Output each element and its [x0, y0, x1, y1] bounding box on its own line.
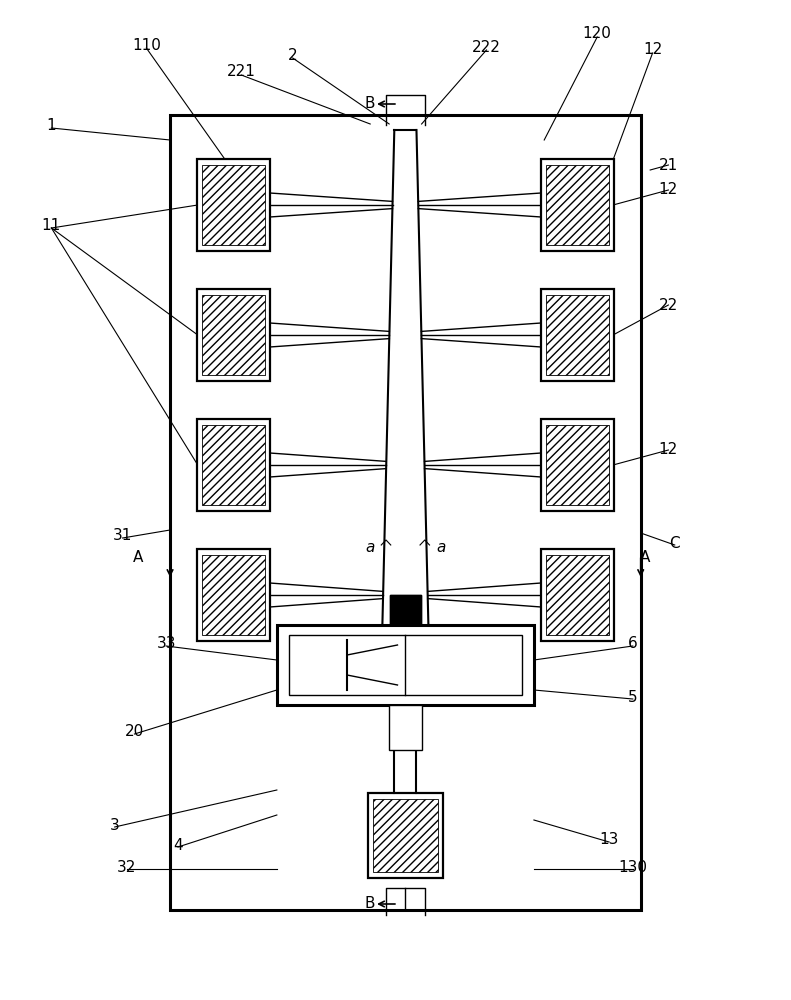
- Text: C: C: [669, 536, 680, 550]
- Bar: [368, 792, 443, 878]
- Text: 120: 120: [583, 26, 611, 41]
- Text: 222: 222: [472, 39, 501, 54]
- Bar: [202, 165, 265, 245]
- Bar: [197, 289, 270, 381]
- Text: B: B: [364, 97, 375, 111]
- Bar: [546, 425, 609, 505]
- Text: 221: 221: [227, 64, 255, 80]
- Bar: [170, 115, 641, 910]
- Text: 22: 22: [659, 298, 678, 312]
- Bar: [202, 555, 265, 635]
- Text: 130: 130: [619, 859, 647, 874]
- Text: a: a: [365, 540, 375, 556]
- Text: A: A: [133, 550, 144, 566]
- Text: 6: 6: [628, 637, 638, 652]
- Bar: [546, 165, 609, 245]
- Bar: [202, 425, 265, 505]
- Text: 1: 1: [47, 117, 56, 132]
- Bar: [546, 555, 609, 635]
- Text: 4: 4: [173, 838, 183, 852]
- Text: 31: 31: [113, 528, 132, 544]
- Text: 21: 21: [659, 157, 678, 172]
- Bar: [202, 295, 265, 375]
- Text: B: B: [364, 896, 375, 912]
- Text: 2: 2: [288, 47, 297, 62]
- Text: 32: 32: [117, 859, 136, 874]
- Text: 110: 110: [132, 37, 161, 52]
- Bar: [277, 625, 534, 705]
- Bar: [373, 798, 438, 871]
- Text: 5: 5: [628, 690, 638, 704]
- Bar: [541, 549, 614, 641]
- Text: a: a: [436, 540, 445, 556]
- Bar: [197, 549, 270, 641]
- Text: 11: 11: [42, 218, 61, 232]
- Bar: [197, 419, 270, 511]
- Bar: [546, 295, 609, 375]
- Bar: [197, 159, 270, 251]
- Text: 3: 3: [110, 818, 119, 832]
- Text: 12: 12: [659, 442, 678, 458]
- Bar: [541, 289, 614, 381]
- Text: 20: 20: [125, 724, 144, 740]
- Text: 33: 33: [157, 637, 176, 652]
- Bar: [389, 705, 422, 750]
- Text: 12: 12: [659, 182, 678, 198]
- Text: 13: 13: [600, 832, 619, 848]
- Text: A: A: [639, 550, 650, 566]
- Bar: [541, 419, 614, 511]
- Polygon shape: [389, 595, 421, 625]
- Text: 12: 12: [643, 42, 662, 57]
- Bar: [541, 159, 614, 251]
- Bar: [289, 635, 522, 695]
